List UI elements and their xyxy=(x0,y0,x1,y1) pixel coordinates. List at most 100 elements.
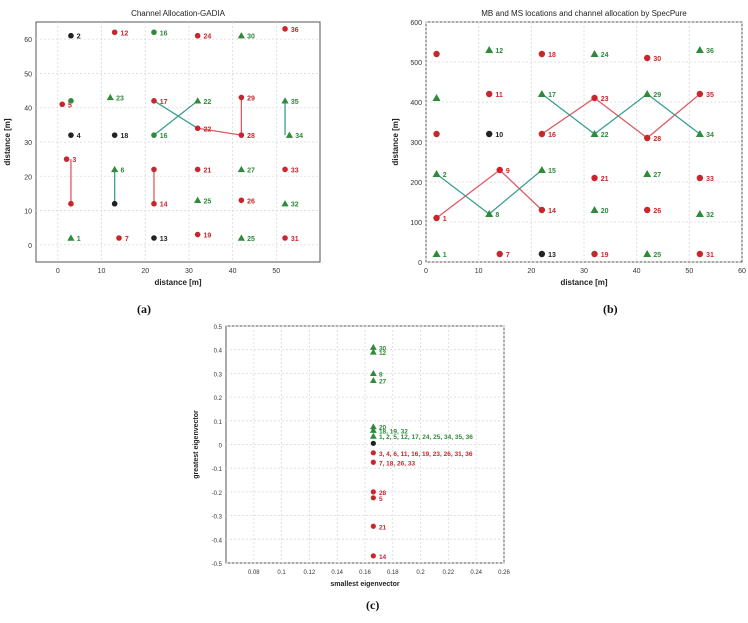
ms-marker xyxy=(106,93,114,101)
mb-marker xyxy=(111,200,118,207)
mb-marker xyxy=(151,132,157,138)
y-tick-label: 50 xyxy=(24,71,32,78)
mb-marker xyxy=(68,98,74,104)
point-label: 16 xyxy=(160,133,168,140)
y-tick-label: 500 xyxy=(410,60,422,67)
x-axis-label: distance [m] xyxy=(154,278,201,287)
point-label: 29 xyxy=(247,95,255,102)
mb-marker xyxy=(238,132,245,138)
allocation-link xyxy=(436,169,501,219)
mb-marker xyxy=(282,235,288,241)
ms-marker xyxy=(590,206,599,213)
mb-marker xyxy=(644,134,651,142)
ms-marker xyxy=(643,170,652,177)
y-tick-label: 0.2 xyxy=(214,396,223,402)
allocation-link xyxy=(488,169,543,215)
point-label: 18, 19, 32 xyxy=(379,428,408,435)
point-label: 36 xyxy=(291,27,299,34)
mb-marker xyxy=(151,200,157,207)
allocation-link xyxy=(499,169,543,211)
point-label: 2 xyxy=(443,172,447,179)
x-tick-label: 0.08 xyxy=(248,570,260,576)
point-label: 9 xyxy=(506,168,510,175)
point-label: 22 xyxy=(601,132,609,139)
y-tick-label: 400 xyxy=(410,100,422,107)
mb-marker xyxy=(68,132,74,138)
allocation-link xyxy=(541,97,595,135)
point-label: 33 xyxy=(706,176,714,183)
ms-marker xyxy=(237,234,245,241)
point-label: 27 xyxy=(247,167,255,174)
point-label: 5 xyxy=(68,102,72,109)
point-label: 32 xyxy=(291,202,299,209)
point-label: 13 xyxy=(160,236,168,243)
x-tick-label: 0.14 xyxy=(331,570,343,576)
allocation-link xyxy=(594,93,648,135)
point-label: 30 xyxy=(247,34,255,41)
ms-marker xyxy=(194,196,202,203)
subfigure-label-c: (c) xyxy=(366,598,380,612)
allocation-link xyxy=(646,93,701,139)
ms-marker xyxy=(695,130,704,137)
mb-marker xyxy=(194,125,201,132)
point-label: 19 xyxy=(601,252,609,259)
point-label: 30 xyxy=(653,56,661,63)
x-axis-label: smallest eigenvector xyxy=(330,581,400,588)
y-tick-label: -0.4 xyxy=(212,538,223,544)
point-label: 18 xyxy=(120,133,128,140)
point-label: 35 xyxy=(291,99,299,106)
x-tick-label: 50 xyxy=(685,268,693,275)
ms-marker xyxy=(369,426,377,433)
mb-marker xyxy=(282,26,288,32)
point-label: 1 xyxy=(77,236,81,243)
y-tick-label: 0.1 xyxy=(214,420,223,426)
point-label: 12 xyxy=(379,350,387,357)
mb-marker xyxy=(370,553,376,559)
point-label: 13 xyxy=(548,252,556,259)
ms-marker xyxy=(537,166,546,173)
allocation-link xyxy=(153,100,199,136)
point-label: 27 xyxy=(653,172,661,179)
mb-marker xyxy=(433,214,440,222)
y-tick-label: 0 xyxy=(219,444,223,450)
y-tick-label: 0.4 xyxy=(214,349,223,355)
x-tick-label: 0.16 xyxy=(359,570,371,576)
x-tick-label: 40 xyxy=(633,268,641,275)
point-label: 20 xyxy=(601,208,609,215)
subfigure-label-a: (a) xyxy=(137,302,151,316)
x-tick-label: 20 xyxy=(141,268,149,275)
ms-marker xyxy=(281,97,289,104)
mb-marker xyxy=(496,166,503,174)
point-label: 18 xyxy=(548,52,556,59)
mb-marker xyxy=(238,197,245,204)
mb-marker xyxy=(370,495,376,501)
x-tick-label: 60 xyxy=(738,268,746,275)
point-label: 23 xyxy=(601,96,609,103)
mb-marker xyxy=(486,90,493,98)
point-label: 25 xyxy=(247,236,255,243)
point-label: 35 xyxy=(706,92,714,99)
mb-marker xyxy=(282,166,288,173)
ms-marker xyxy=(432,250,441,257)
point-label: 1 xyxy=(443,216,447,223)
mb-marker xyxy=(111,29,118,36)
x-tick-label: 0.22 xyxy=(443,570,455,576)
point-label: 29 xyxy=(653,92,661,99)
point-label: 3 xyxy=(72,157,76,164)
mb-marker xyxy=(486,130,493,138)
ms-marker xyxy=(194,97,202,104)
point-label: 22 xyxy=(203,99,211,106)
ms-marker xyxy=(590,50,599,57)
mb-marker xyxy=(151,98,157,104)
allocation-link xyxy=(197,127,242,136)
point-label: 17 xyxy=(160,99,168,106)
subfigure-label-b: (b) xyxy=(603,302,618,316)
ms-marker xyxy=(432,94,441,101)
point-label: 8 xyxy=(495,212,499,219)
point-label: 17 xyxy=(548,92,556,99)
ms-marker xyxy=(537,90,546,97)
point-label: 27 xyxy=(379,379,387,386)
y-axis-label: distance [m] xyxy=(391,118,400,165)
point-label: 22 xyxy=(203,126,211,133)
point-label: 36 xyxy=(706,48,714,55)
